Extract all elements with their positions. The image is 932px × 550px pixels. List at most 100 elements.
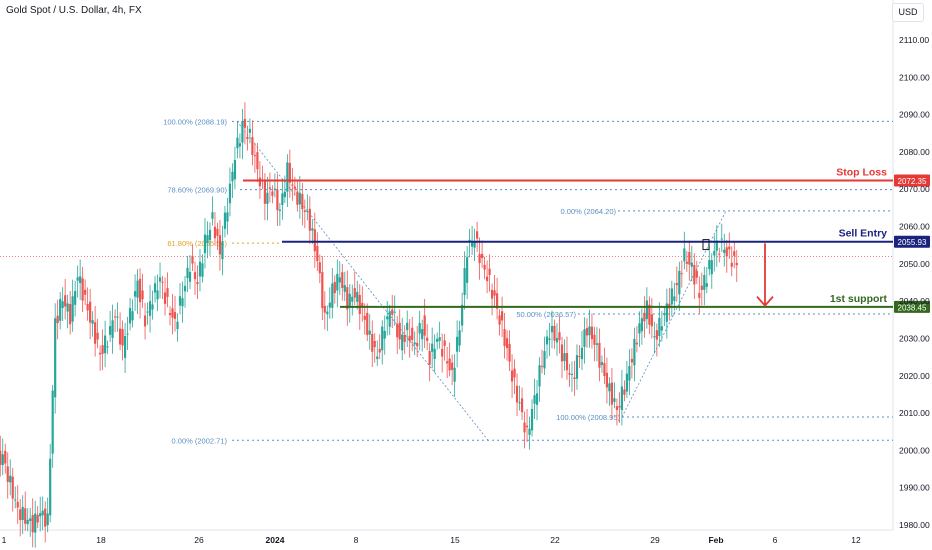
- candle-body: [336, 273, 339, 291]
- candle-body: [443, 340, 446, 346]
- candle-body: [625, 373, 629, 392]
- candle-body: [538, 365, 541, 387]
- candle-body: [421, 329, 424, 340]
- candle-body: [371, 333, 374, 352]
- candle-body: [181, 298, 184, 307]
- candle-body: [466, 257, 469, 283]
- candle-body: [448, 358, 451, 371]
- candle-body: [1, 454, 4, 465]
- candle-body: [525, 425, 529, 428]
- candle-body: [483, 264, 486, 270]
- candle-body: [585, 328, 589, 336]
- candle-body: [26, 519, 29, 525]
- candle-body: [133, 291, 137, 297]
- candle-body: [0, 450, 2, 465]
- candle-body: [718, 253, 721, 255]
- price-tick-label: 2060.00: [899, 222, 930, 232]
- candle-body: [575, 355, 579, 379]
- candle-body: [128, 307, 132, 324]
- candle-body: [523, 422, 526, 433]
- candle-body: [550, 325, 554, 333]
- candle-body: [66, 303, 69, 312]
- candle-body: [705, 283, 708, 287]
- candle-body: [548, 338, 551, 341]
- candle-body: [148, 301, 152, 316]
- currency-button[interactable]: USD: [892, 3, 924, 22]
- candle-body: [191, 255, 194, 264]
- candle-body: [21, 506, 24, 520]
- candle-body: [423, 315, 426, 336]
- candle-body: [615, 406, 619, 411]
- candlesticks: [0, 102, 738, 548]
- candle-body: [178, 296, 182, 306]
- candle-body: [513, 368, 516, 378]
- time-tick-label: Feb: [708, 535, 723, 545]
- candle-body: [54, 318, 57, 398]
- candle-body: [111, 320, 114, 338]
- candle-body: [713, 250, 716, 256]
- candle-body: [638, 323, 641, 334]
- fib-right-label: 50.00% (2036.57): [516, 310, 576, 319]
- symbol-title: Gold Spot / U.S. Dollar, 4h, FX: [6, 5, 142, 16]
- candle-body: [46, 513, 49, 526]
- candle-body: [288, 162, 291, 183]
- candle-body: [471, 242, 474, 247]
- level-price-tag-text: 2038.45: [898, 303, 927, 312]
- level-price-tag: [894, 300, 930, 313]
- candle-body: [79, 276, 82, 284]
- level-label: Stop Loss: [836, 166, 887, 178]
- candle-body: [153, 283, 157, 293]
- candle-body: [493, 290, 496, 296]
- time-tick-label: 2024: [266, 535, 285, 545]
- candle-body: [246, 136, 249, 140]
- candle-body: [673, 296, 676, 302]
- candle-body: [196, 282, 199, 285]
- candle-body: [710, 260, 713, 275]
- candle-body: [438, 337, 441, 341]
- candle-body: [398, 322, 401, 340]
- candle-body: [348, 293, 351, 307]
- candle-body: [675, 283, 678, 286]
- candle-body: [393, 311, 396, 313]
- candle-body: [193, 272, 197, 280]
- candle-body: [366, 312, 369, 336]
- candle-body: [683, 248, 686, 262]
- time-tick-label: 8: [354, 535, 359, 545]
- time-tick-label: 22: [550, 535, 560, 545]
- price-tick-label: 2090.00: [899, 110, 930, 120]
- candle-body: [593, 334, 596, 345]
- candle-body: [406, 322, 409, 331]
- candle-body: [89, 301, 92, 323]
- candle-body: [353, 288, 356, 298]
- candle-body: [84, 289, 87, 295]
- candle-body: [11, 476, 14, 499]
- candle-body: [104, 335, 107, 354]
- candle-body: [4, 450, 7, 464]
- entry-marker-box: [702, 239, 710, 251]
- price-axis: 1980.00 1990.00 2000.00 2010.00 2020.00 2030.…: [899, 35, 930, 530]
- candle-body: [376, 356, 379, 360]
- candle-body: [463, 268, 466, 296]
- candle-body: [648, 304, 651, 325]
- candle-body: [663, 313, 666, 316]
- candle-body: [610, 382, 614, 405]
- time-tick-label: 29: [650, 535, 660, 545]
- candle-body: [76, 277, 79, 281]
- candle-body: [198, 261, 202, 277]
- candle-body: [173, 312, 177, 319]
- candle-body: [578, 356, 581, 358]
- candle-body: [34, 513, 37, 533]
- candle-body: [620, 386, 624, 411]
- candle-body: [436, 338, 439, 342]
- candle-body: [228, 183, 232, 204]
- candle-body: [603, 363, 606, 376]
- candle-body: [273, 188, 276, 190]
- candle-body: [386, 316, 389, 320]
- candle-body: [605, 372, 609, 388]
- candle-body: [171, 308, 174, 318]
- candle-body: [708, 260, 711, 270]
- candle-body: [313, 229, 316, 252]
- candle-body: [728, 246, 731, 250]
- candle-body: [495, 293, 499, 309]
